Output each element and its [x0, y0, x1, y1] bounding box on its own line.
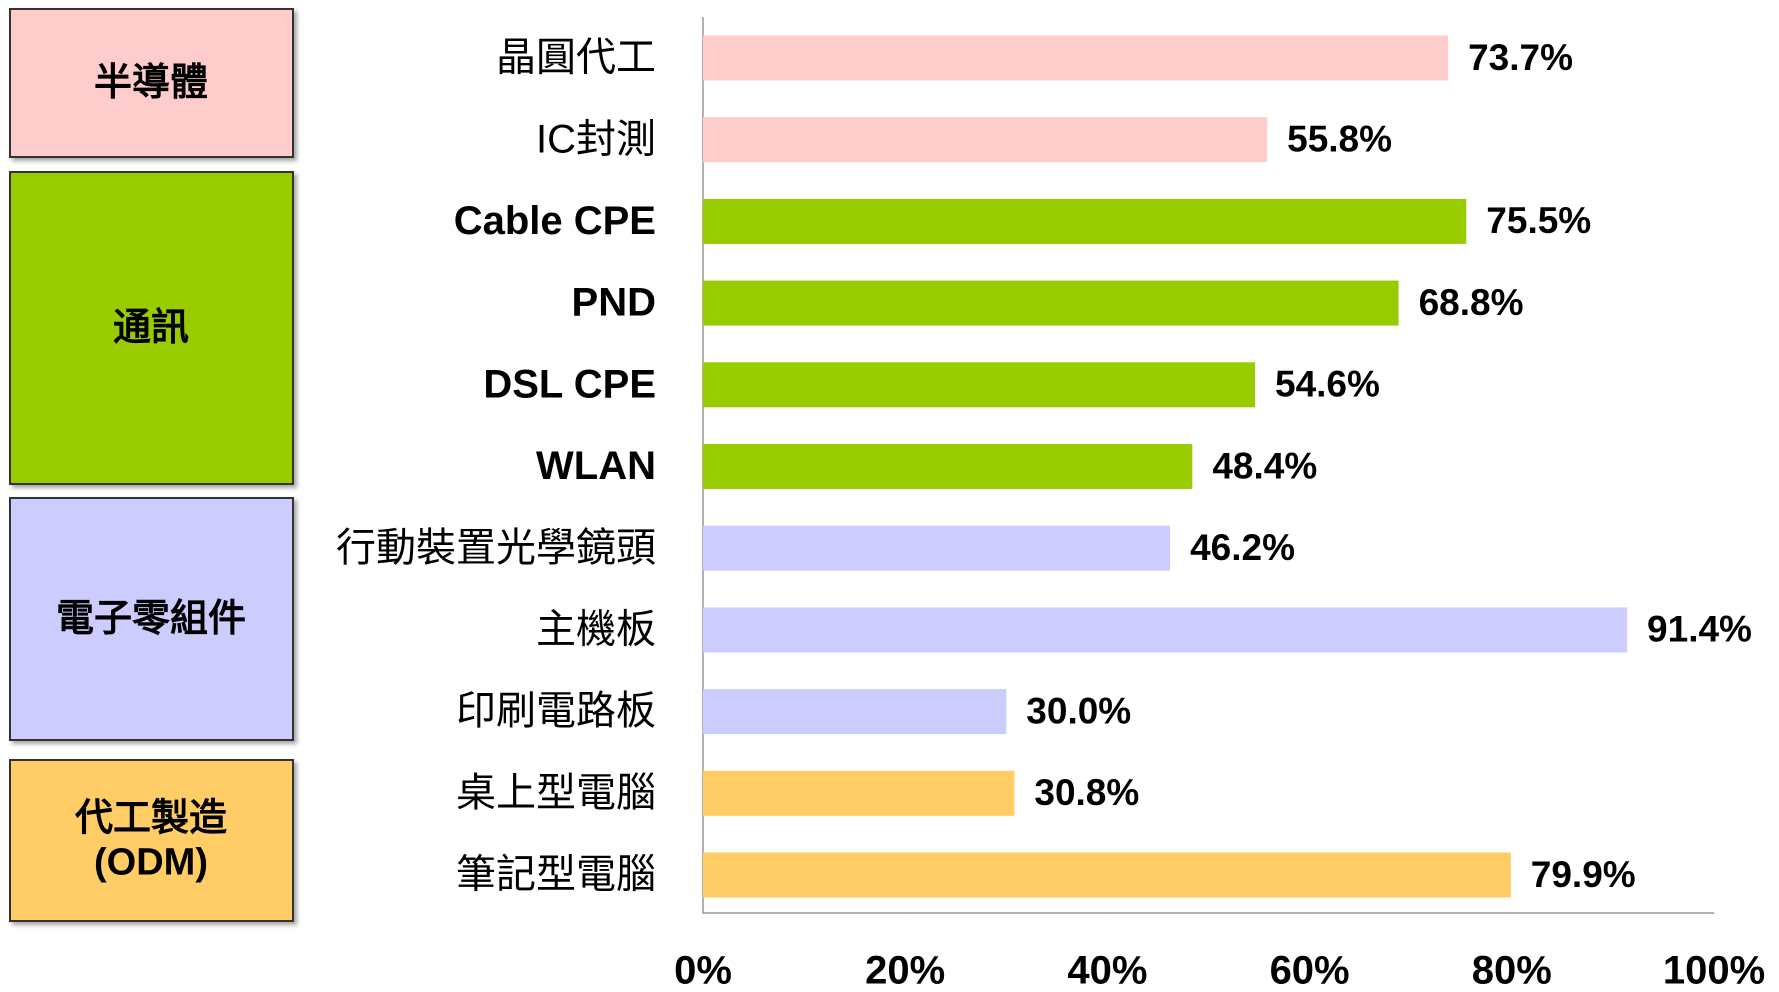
x-tick-label: 40% [1067, 949, 1147, 992]
group-box [9, 497, 294, 741]
category-label: Cable CPE [454, 199, 656, 243]
group-box [9, 8, 294, 158]
bar [703, 117, 1268, 163]
bar [703, 852, 1511, 898]
bar [703, 525, 1171, 571]
group-label: 通訊 [113, 307, 189, 349]
value-label: 30.8% [1034, 772, 1139, 813]
value-label: 48.4% [1212, 445, 1317, 486]
bar [703, 35, 1449, 81]
x-tick-label: 0% [674, 949, 732, 992]
category-label: 印刷電路板 [456, 689, 656, 733]
bar [703, 689, 1007, 735]
category-label: IC封測 [536, 117, 656, 161]
x-tick-label: 20% [865, 949, 945, 992]
group-label: 半導體 [94, 62, 208, 104]
group-label: 代工製造 [75, 798, 227, 840]
category-label: PND [572, 281, 656, 325]
category-label: WLAN [536, 444, 656, 488]
bar [703, 198, 1467, 244]
value-label: 79.9% [1531, 854, 1636, 895]
value-label: 30.0% [1026, 690, 1131, 731]
x-tick-label: 60% [1270, 949, 1350, 992]
bar [703, 280, 1399, 326]
value-label: 73.7% [1468, 37, 1573, 78]
category-label: 行動裝置光學鏡頭 [336, 526, 656, 570]
bar [703, 607, 1628, 653]
value-label: 55.8% [1287, 118, 1392, 159]
x-tick-label: 80% [1472, 949, 1552, 992]
bar [703, 444, 1193, 489]
category-label: 晶圓代工 [496, 36, 656, 80]
value-label: 91.4% [1647, 609, 1752, 650]
x-tick-label: 100% [1663, 949, 1765, 992]
category-label: 筆記型電腦 [456, 853, 656, 897]
group-label: 電子零組件 [56, 598, 246, 640]
bar [703, 770, 1015, 816]
value-label: 54.6% [1275, 364, 1380, 405]
category-label: 桌上型電腦 [456, 771, 656, 815]
category-label: DSL CPE [483, 362, 656, 406]
group-box [9, 171, 294, 485]
category-label: 主機板 [536, 607, 656, 651]
value-label: 46.2% [1190, 527, 1295, 568]
group-label: (ODM) [94, 842, 208, 884]
group-box [9, 759, 294, 922]
value-label: 75.5% [1486, 200, 1591, 241]
value-label: 68.8% [1419, 282, 1524, 323]
bar [703, 362, 1256, 408]
